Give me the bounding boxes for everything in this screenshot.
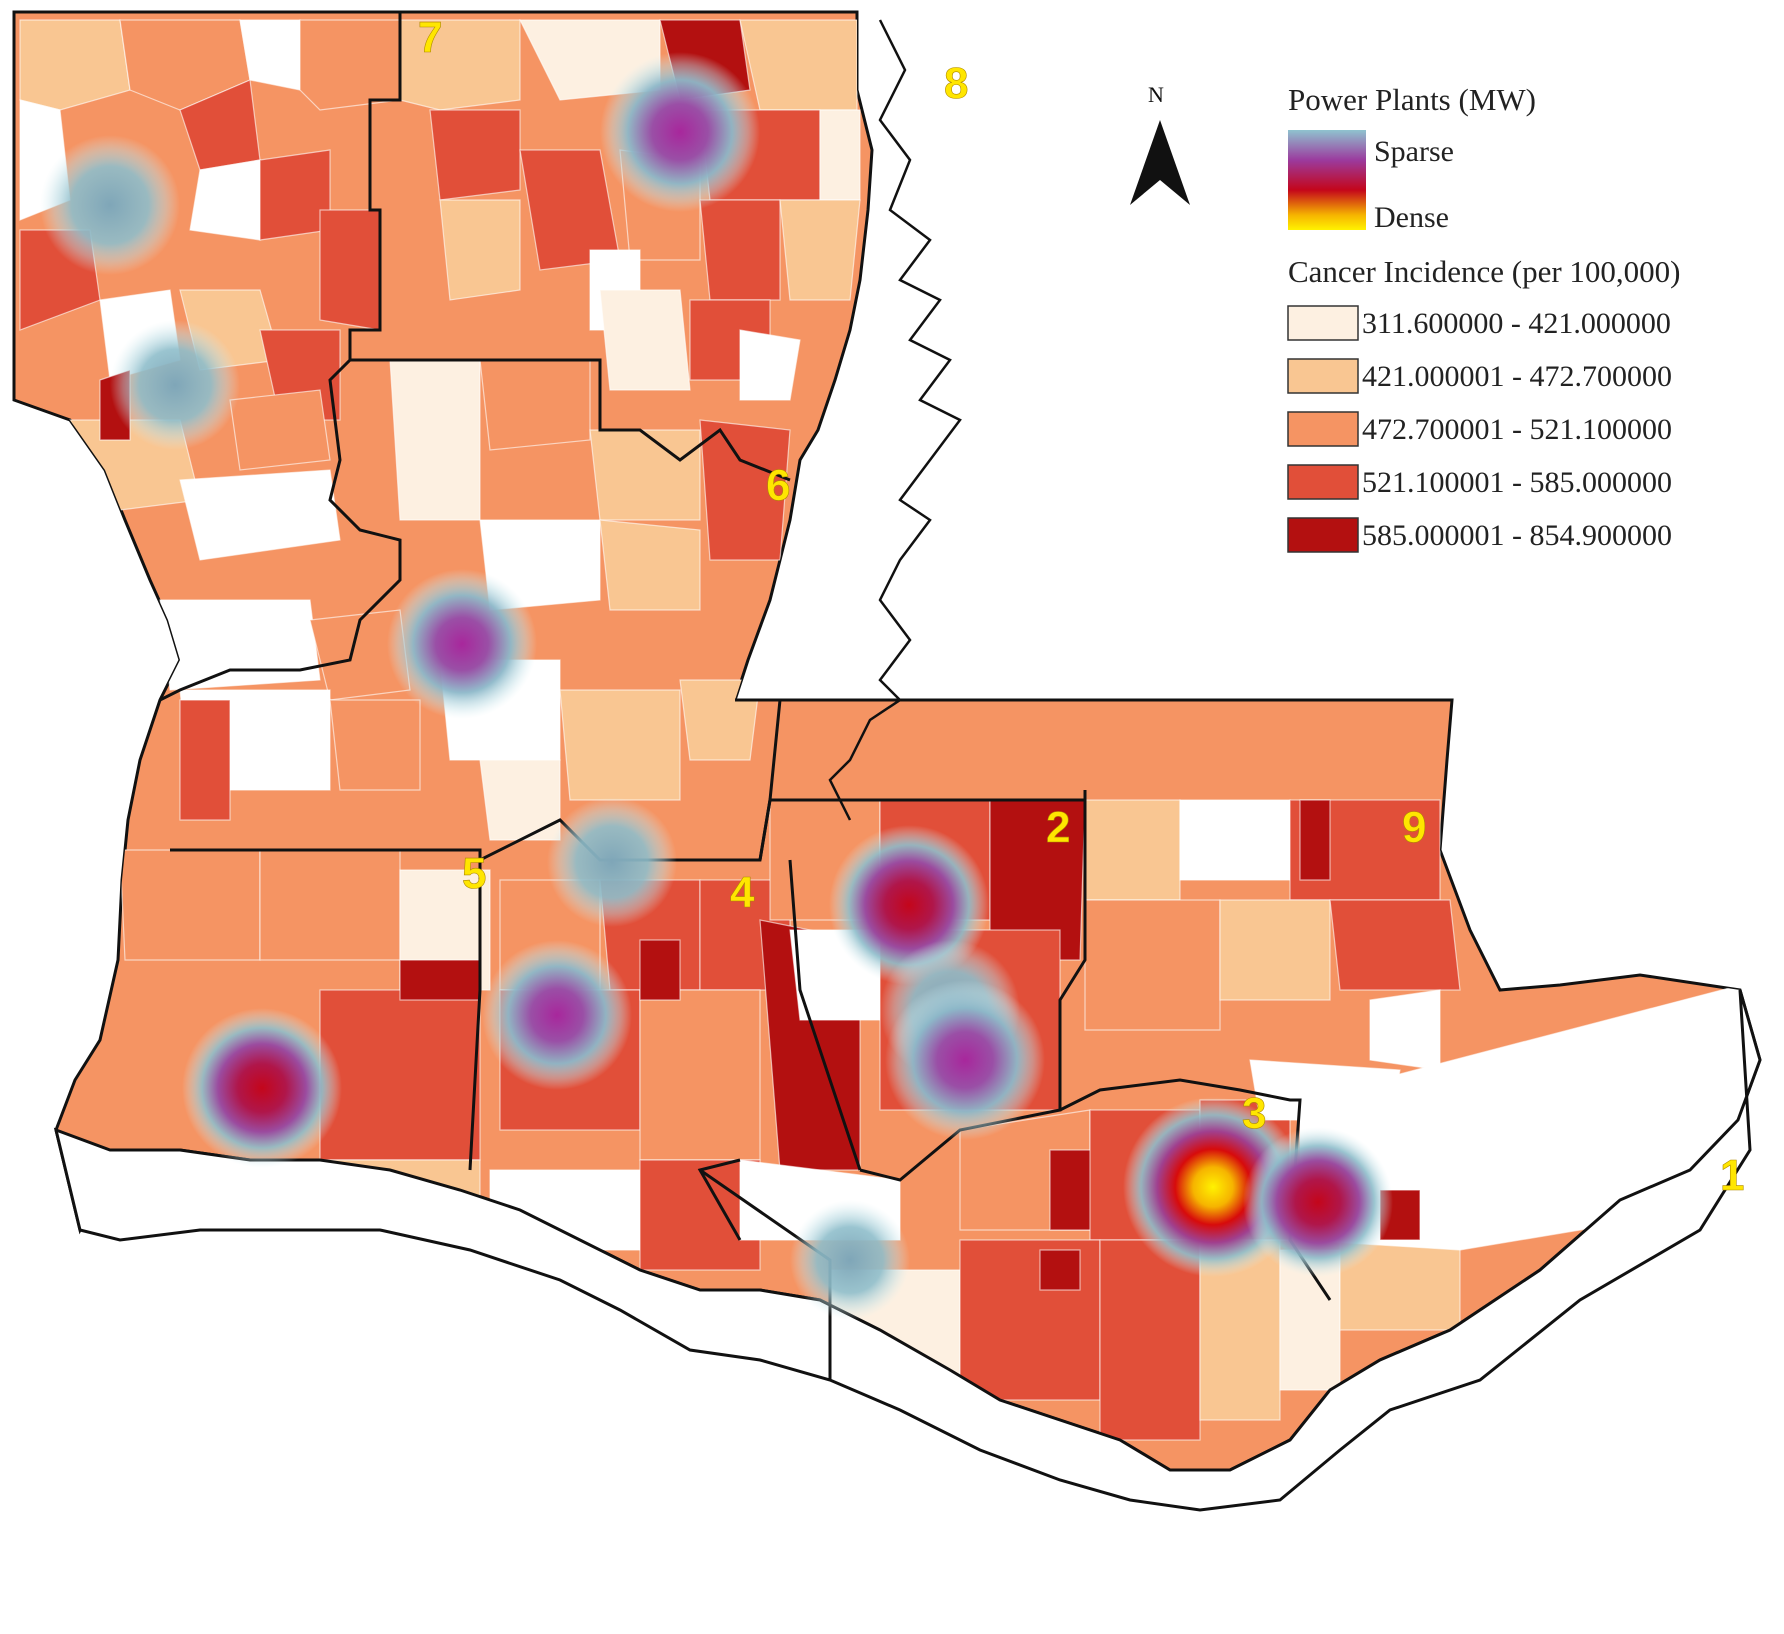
tract <box>1219 899 1331 1001</box>
tract <box>329 699 421 791</box>
region-label-4: 4 <box>730 868 755 917</box>
north-label: N <box>1148 82 1164 107</box>
legend-ramp <box>1288 130 1366 230</box>
legend-cancer-title: Cancer Incidence (per 100,000) <box>1288 254 1680 289</box>
legend-dense-label: Dense <box>1374 201 1449 234</box>
region-label-8: 8 <box>944 59 968 108</box>
region-labels: 1 2 3 4 5 6 7 8 9 <box>418 13 1745 1201</box>
tract <box>119 849 261 961</box>
legend-class-swatch <box>1287 358 1359 394</box>
legend-class-label: 472.700001 - 521.100000 <box>1362 413 1672 446</box>
legend-class-swatch <box>1287 517 1359 553</box>
region-label-3: 3 <box>1242 1089 1266 1138</box>
tract <box>179 469 341 561</box>
legend-class-label: 421.000001 - 472.700000 <box>1362 360 1672 393</box>
tract <box>159 599 321 691</box>
hotspot-sparse <box>790 1200 910 1320</box>
legend-class-swatch <box>1287 464 1359 500</box>
legend-class-label: 521.100001 - 585.000000 <box>1362 466 1672 499</box>
legend: Power Plants (MW) Sparse Dense Cancer In… <box>1287 82 1680 553</box>
tract <box>599 289 691 391</box>
tract <box>589 429 701 521</box>
legend-power-title: Power Plants (MW) <box>1288 82 1536 117</box>
tract <box>699 199 781 301</box>
tract <box>639 939 681 1001</box>
region-label-6: 6 <box>766 461 790 510</box>
region-label-7: 7 <box>418 13 442 62</box>
tract <box>1084 799 1181 901</box>
tract <box>1179 799 1291 881</box>
tract <box>639 989 761 1161</box>
tract <box>319 209 381 331</box>
region-label-2: 2 <box>1046 803 1070 852</box>
north-arrow-icon <box>1130 120 1160 205</box>
legend-class-swatch <box>1287 411 1359 447</box>
region-label-1: 1 <box>1720 1151 1744 1200</box>
hotspot-mid <box>600 52 760 212</box>
tract <box>429 109 521 201</box>
tract <box>19 19 131 111</box>
mississippi-river <box>828 19 962 821</box>
choropleth-layer <box>12 10 1762 1512</box>
tract <box>739 329 801 401</box>
tract <box>679 679 761 761</box>
tract <box>189 159 261 241</box>
hotspot-red <box>1243 1127 1393 1277</box>
tract <box>699 419 791 561</box>
legend-sparse-label: Sparse <box>1374 135 1454 168</box>
hotspot-sparse <box>547 797 677 927</box>
hotspot-sparse <box>40 135 180 275</box>
region-label-9: 9 <box>1402 803 1426 852</box>
tract <box>819 109 861 201</box>
legend-class-swatch <box>1287 305 1359 341</box>
legend-class-label: 311.600000 - 421.000000 <box>1362 307 1671 340</box>
hotspot-sparse <box>110 320 240 450</box>
tract <box>399 959 481 1001</box>
tract <box>179 699 231 821</box>
tract <box>779 199 861 301</box>
legend-classes: 311.600000 - 421.000000 421.000001 - 472.… <box>1287 305 1672 553</box>
tract <box>299 19 401 111</box>
tract <box>479 759 561 841</box>
hotspot-red <box>182 1008 342 1168</box>
coastal-area <box>53 989 1762 1512</box>
hotspot-mid <box>885 980 1045 1140</box>
tract <box>1369 989 1441 1071</box>
tract <box>639 1159 761 1271</box>
legend-class-label: 585.000001 - 854.900000 <box>1362 519 1672 552</box>
tract <box>599 519 701 611</box>
tract <box>259 849 401 961</box>
tract <box>1084 899 1221 1031</box>
tract <box>1039 1249 1081 1291</box>
north-arrow: N <box>1130 82 1190 205</box>
hotspot-sparse <box>482 940 632 1090</box>
tract <box>1329 899 1461 991</box>
tract <box>439 199 521 301</box>
tract <box>479 359 591 451</box>
tract <box>1249 1059 1401 1121</box>
tract <box>229 389 331 471</box>
tract <box>559 689 681 801</box>
tract <box>389 359 481 521</box>
tract <box>739 19 858 111</box>
region-label-5: 5 <box>462 849 486 898</box>
hotspot-mid <box>387 569 537 719</box>
tract <box>1299 799 1331 881</box>
power-plant-hotspots <box>40 52 1393 1320</box>
tract <box>319 989 481 1161</box>
